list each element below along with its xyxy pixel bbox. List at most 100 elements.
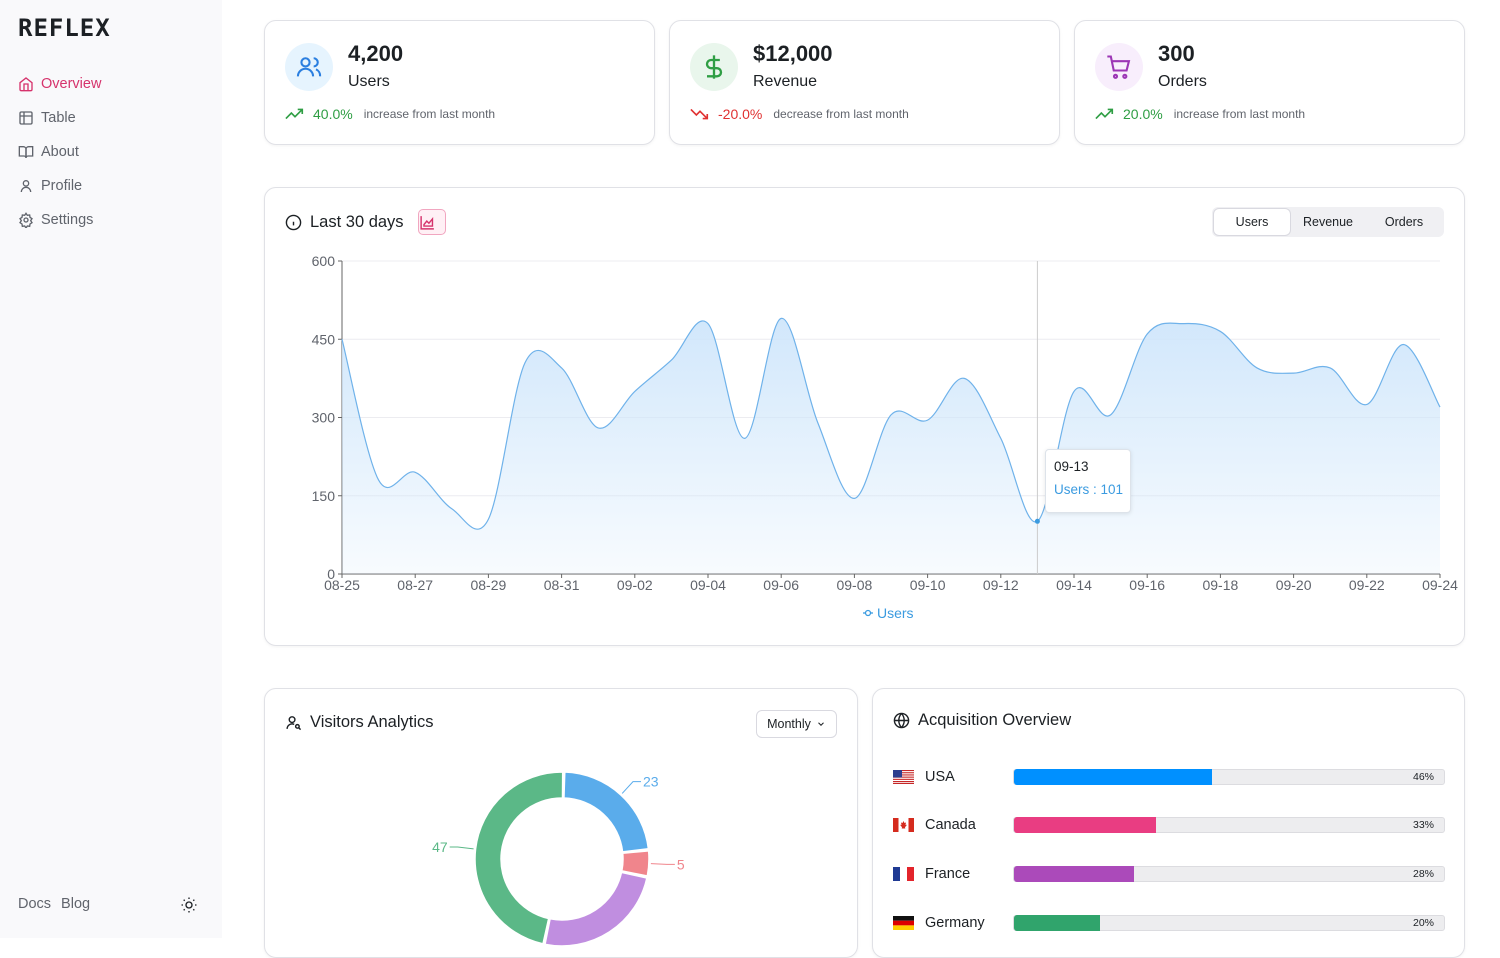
x-tick-label: 09-20	[1276, 577, 1312, 593]
docs-link[interactable]: Docs	[18, 896, 52, 912]
progress-track: 46%	[1012, 769, 1445, 785]
country-name: Canada	[925, 817, 976, 833]
donut-chart[interactable]: 23 5 47	[265, 689, 857, 957]
sidebar-item-label: About	[41, 144, 79, 160]
trending-down-icon	[690, 108, 709, 120]
x-tick-label: 09-08	[836, 577, 872, 593]
stat-label: Revenue	[753, 73, 818, 90]
donut-slice	[563, 771, 650, 853]
blog-link[interactable]: Blog	[61, 896, 91, 912]
progress-label: 33%	[1412, 819, 1434, 831]
country-name: Germany	[925, 915, 985, 931]
stat-icon-wrap	[1095, 43, 1143, 91]
sidebar-item-label: Settings	[41, 212, 94, 228]
table-icon	[19, 111, 33, 125]
donut-label: 5	[677, 856, 685, 872]
sidebar-item-profile[interactable]: Profile	[12, 169, 212, 203]
ca-flag-icon	[893, 818, 914, 832]
stat-change-pct: -20.0%	[718, 106, 763, 122]
series-line-users	[341, 317, 1441, 530]
sidebar-item-table[interactable]: Table	[12, 101, 212, 135]
x-tick-label: 09-24	[1422, 577, 1458, 593]
book-icon	[18, 146, 34, 159]
brand-logo[interactable]: REFLEX	[18, 14, 111, 42]
donut-leader-line	[621, 781, 641, 794]
visitors-header: Visitors Analytics	[285, 713, 434, 732]
x-tick-label: 09-02	[617, 577, 653, 593]
trending-up-icon	[1095, 108, 1114, 120]
sidebar-nav: Overview Table About Profile Settings	[12, 67, 212, 237]
progress-track: 20%	[1012, 915, 1445, 931]
cart-icon	[1107, 55, 1131, 79]
visitors-title: Visitors Analytics	[310, 713, 434, 731]
tab-users[interactable]: Users	[1214, 209, 1290, 235]
chart-type-button[interactable]	[417, 209, 446, 235]
x-tick-label: 09-14	[1056, 577, 1092, 593]
stat-change-desc: increase from last month	[363, 107, 496, 121]
home-icon	[19, 77, 33, 92]
de-flag-icon	[893, 916, 914, 930]
acquisition-card: Acquisition Overview USA 46% Canada 33% …	[872, 688, 1465, 958]
chevron-down-icon	[818, 722, 824, 726]
period-select-value: Monthly	[767, 717, 811, 731]
acquisition-row-canada: Canada 33%	[893, 814, 1445, 836]
x-tick-label: 09-04	[690, 577, 726, 593]
stat-label: Users	[348, 73, 390, 90]
area-chart[interactable]: 0 150 300 450 600 08-25 08-27 08-29 08-31 09-02 09…	[265, 188, 1464, 645]
fr-flag-icon	[893, 867, 914, 881]
x-tick-label: 08-27	[397, 577, 433, 593]
chart-tab-group: Users Revenue Orders	[1212, 207, 1444, 237]
acquisition-header: Acquisition Overview	[893, 711, 1071, 730]
visitors-card: Visitors Analytics Monthly 23 5 47	[264, 688, 858, 958]
sidebar-item-label: Profile	[41, 178, 83, 194]
y-tick-label: 300	[312, 410, 336, 426]
sidebar-item-overview[interactable]: Overview	[12, 67, 212, 101]
x-tick-label: 09-06	[763, 577, 799, 593]
sidebar-item-settings[interactable]: Settings	[12, 203, 212, 237]
progress-label: 20%	[1412, 917, 1434, 929]
stat-value: 300	[1158, 41, 1195, 66]
sidebar-item-label: Table	[41, 110, 76, 126]
x-tick-label: 09-16	[1129, 577, 1165, 593]
stat-change-desc: increase from last month	[1173, 107, 1306, 121]
sidebar-item-label: Overview	[41, 76, 102, 92]
dollar-icon	[705, 55, 723, 79]
stat-label: Orders	[1158, 73, 1207, 90]
stat-card-orders: 300 Orders 20.0% increase from last mont…	[1074, 20, 1465, 145]
area-fill	[342, 318, 1440, 574]
stat-icon-wrap	[285, 43, 333, 91]
y-tick-label: 600	[312, 253, 336, 269]
tab-orders[interactable]: Orders	[1384, 215, 1424, 229]
stat-change-pct: 40.0%	[313, 106, 353, 122]
donut-slice	[474, 771, 564, 945]
x-tick-label: 08-25	[324, 577, 360, 593]
main-chart-title: Last 30 days	[310, 212, 404, 231]
progress-label: 28%	[1412, 868, 1434, 880]
stat-card-users: 4,200 Users 40.0% increase from last mon…	[264, 20, 655, 145]
country-name: USA	[925, 769, 955, 785]
period-select[interactable]: Monthly	[756, 710, 837, 738]
donut-leader-line	[650, 863, 675, 865]
tab-revenue[interactable]: Revenue	[1302, 215, 1354, 229]
x-tick-label: 09-10	[910, 577, 946, 593]
sidebar-item-about[interactable]: About	[12, 135, 212, 169]
progress-fill	[1013, 866, 1135, 882]
tooltip-value: Users : 101	[1054, 482, 1124, 497]
progress-fill	[1013, 769, 1212, 785]
y-tick-label: 150	[312, 488, 336, 504]
stat-change-desc: decrease from last month	[773, 107, 909, 121]
main-chart-card: Last 30 days Users Revenue Orders 0 150 30…	[264, 187, 1465, 646]
progress-track: 28%	[1012, 866, 1445, 882]
stat-value: 4,200	[348, 41, 404, 66]
gear-icon	[19, 212, 33, 228]
x-tick-label: 08-31	[544, 577, 580, 593]
acquisition-row-germany: Germany 20%	[893, 912, 1445, 934]
trending-up-icon	[285, 108, 304, 120]
stat-change: 20.0% increase from last month	[1095, 106, 1305, 122]
acquisition-row-france: France 28%	[893, 863, 1445, 885]
progress-track: 33%	[1012, 817, 1445, 833]
x-tick-label: 08-29	[470, 577, 506, 593]
sun-icon[interactable]	[180, 896, 198, 914]
sidebar: REFLEX Overview Table About Profile Sett…	[0, 0, 222, 938]
donut-slice	[544, 871, 648, 947]
